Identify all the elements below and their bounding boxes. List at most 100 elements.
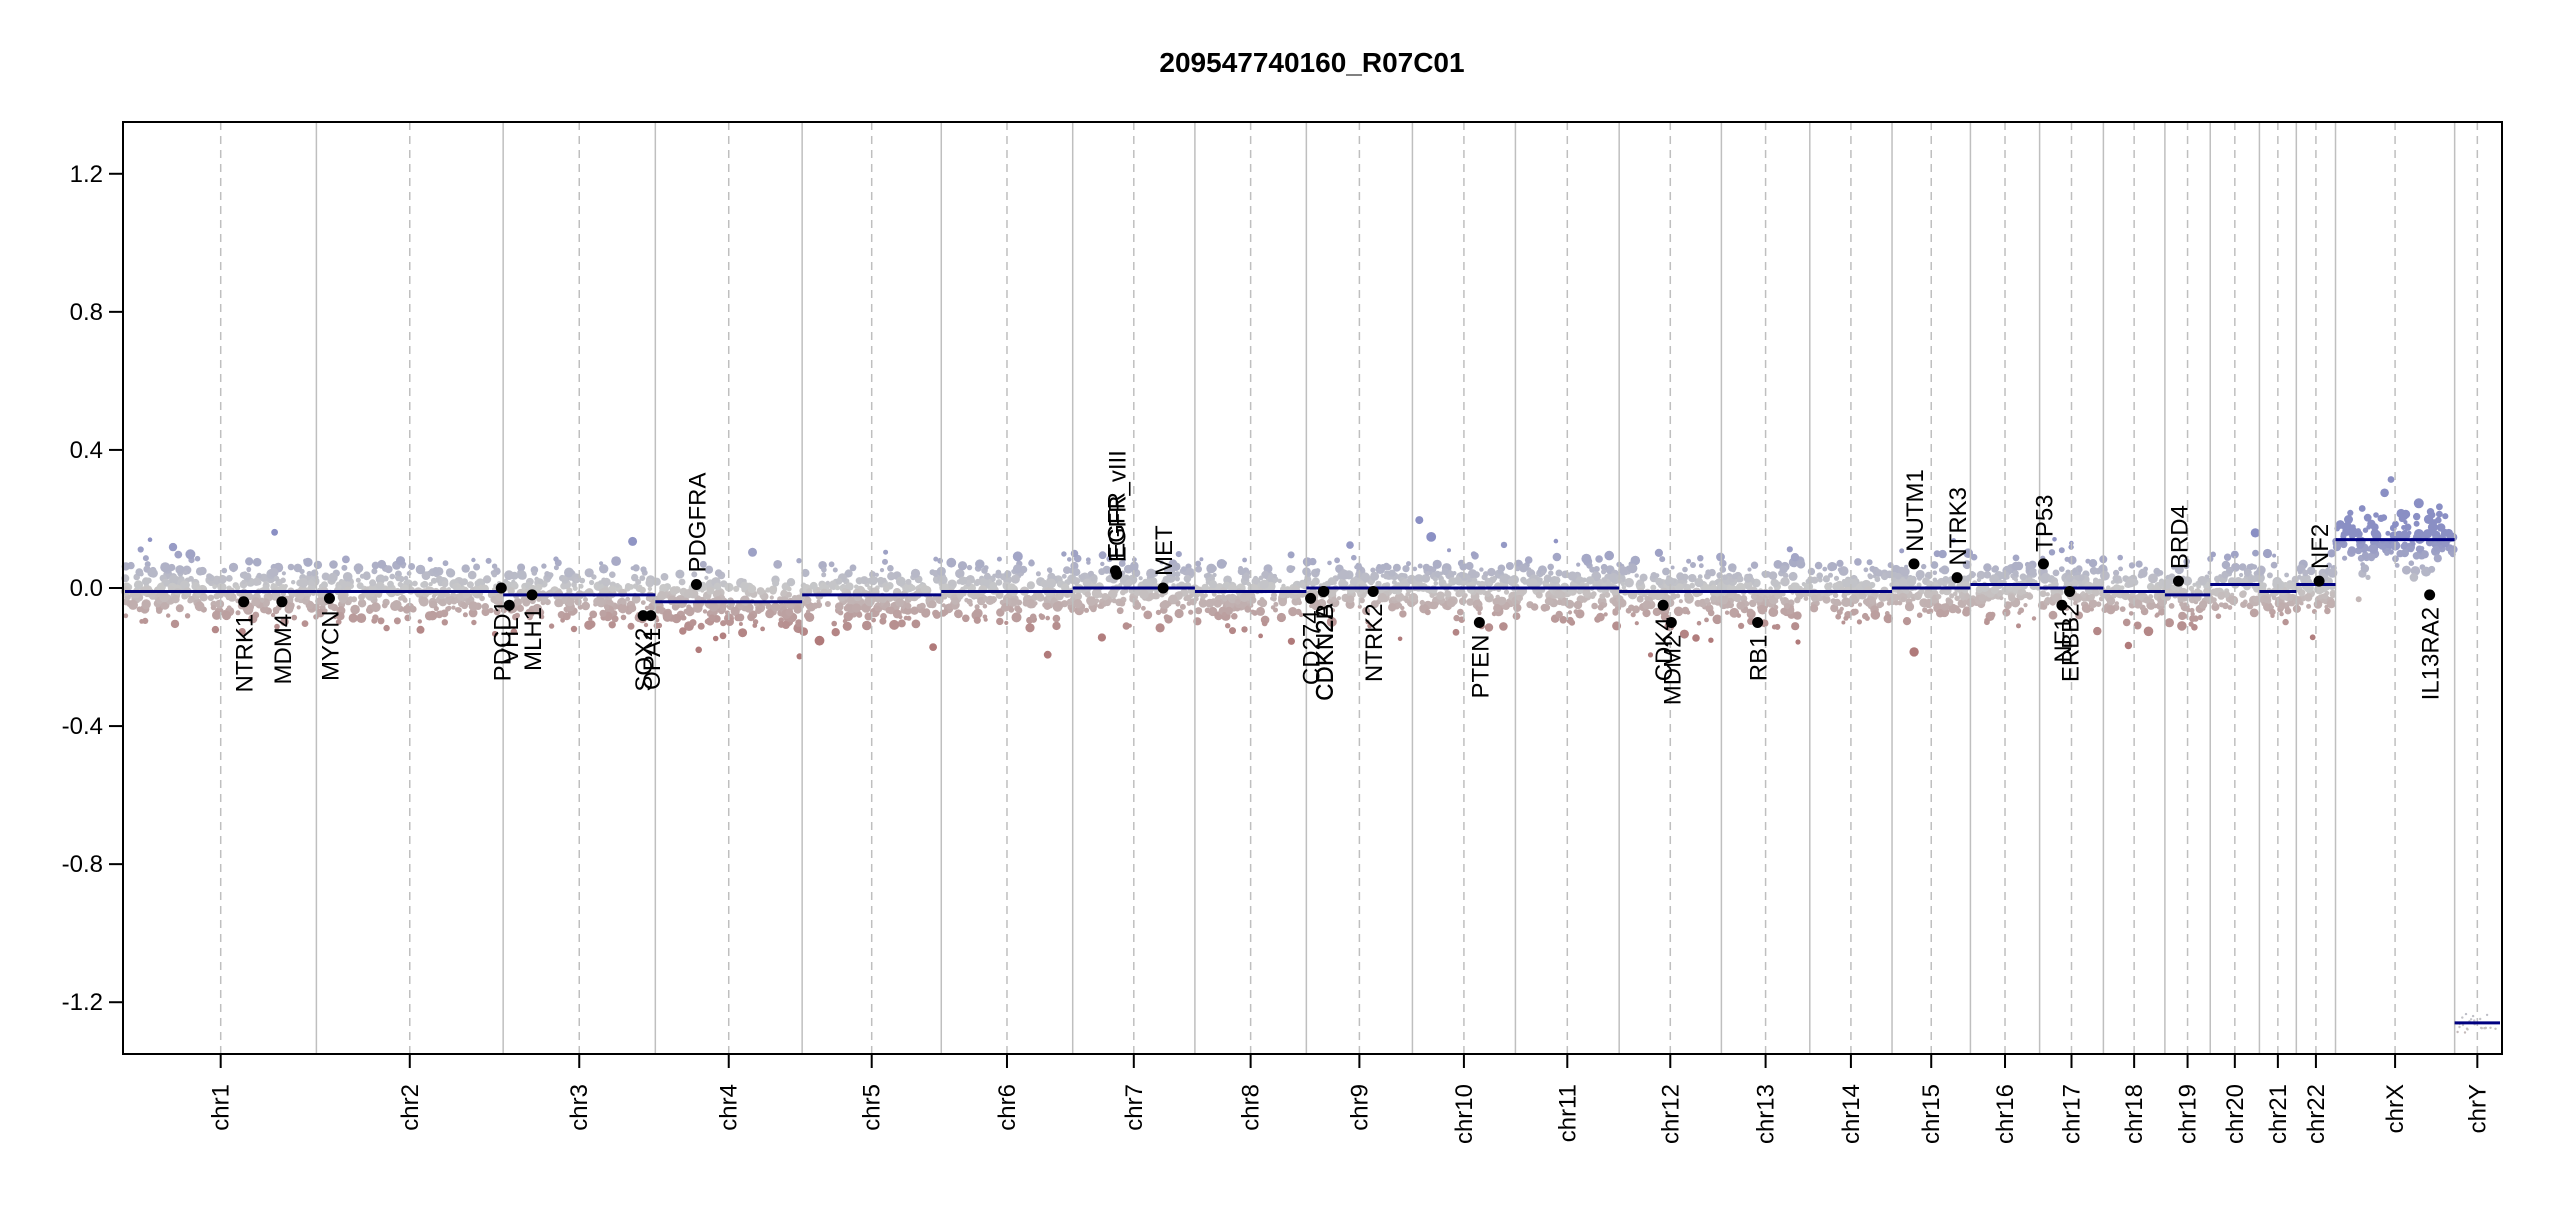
probe-point: [127, 561, 135, 570]
gene-point: [1657, 599, 1669, 611]
probe-point: [2082, 594, 2087, 599]
probe-point: [1039, 614, 1046, 620]
probe-point: [1477, 611, 1482, 616]
probe-point: [1634, 573, 1639, 578]
probe-point: [683, 608, 689, 615]
probe-point: [1828, 572, 1833, 578]
probe-point: [842, 621, 852, 631]
probe-point: [1339, 569, 1350, 580]
probe-point: [1261, 620, 1268, 627]
probe-point: [1618, 565, 1627, 575]
probe-point: [560, 617, 565, 623]
probe-point: [2284, 572, 2290, 578]
probe-point: [1547, 563, 1554, 571]
probe-point: [2088, 593, 2095, 601]
probe-point: [293, 563, 303, 573]
probe-point: [1544, 597, 1553, 606]
probe-point: [462, 612, 468, 618]
probe-point: [1198, 598, 1208, 608]
probe-point: [1810, 604, 1819, 613]
probe-point: [296, 605, 301, 610]
probe-point: [2164, 618, 2174, 628]
probe-point: [1852, 608, 1859, 615]
probe-point: [2407, 530, 2412, 536]
probe-point: [643, 622, 649, 628]
probe-point: [429, 601, 436, 609]
probe-point: [1463, 593, 1468, 598]
probe-point: [1144, 579, 1153, 588]
probe-point: [444, 596, 451, 604]
probe-point: [1676, 583, 1684, 592]
probe-point: [517, 563, 526, 572]
probe-point: [1279, 613, 1285, 620]
probe-point: [196, 585, 202, 591]
probe-point: [1334, 557, 1340, 564]
probe-point: [2135, 594, 2140, 599]
probe-point: [2016, 623, 2021, 629]
probe-point: [1392, 563, 1401, 572]
probe-point: [1408, 592, 1419, 603]
probe-point: [1624, 577, 1634, 588]
probe-point: [2244, 570, 2251, 577]
probe-point: [799, 627, 808, 636]
probe-point: [416, 625, 425, 634]
probe-point: [1930, 561, 1939, 569]
probe-point: [714, 569, 723, 577]
probe-point: [608, 586, 613, 591]
probe-point: [1046, 567, 1053, 573]
probe-point: [2194, 588, 2201, 595]
gene-point: [526, 589, 538, 601]
probe-point: [2026, 593, 2034, 600]
probe-point: [652, 577, 661, 586]
probe-point: [1682, 582, 1688, 587]
probe-point: [510, 628, 518, 635]
probe-point: [1380, 564, 1386, 570]
probe-point: [1694, 599, 1702, 607]
probe-point: [1898, 578, 1908, 588]
probe-point: [881, 577, 887, 583]
probe-point: [2022, 593, 2027, 599]
probe-point: [1515, 595, 1521, 600]
probe-point: [1524, 556, 1533, 564]
probe-point: [916, 603, 922, 610]
gene-label: PTEN: [1467, 635, 1494, 699]
probe-point: [1543, 604, 1551, 611]
probe-point: [1306, 576, 1312, 582]
probe-point: [831, 628, 840, 637]
probe-point: [1686, 610, 1691, 615]
probe-point: [992, 573, 997, 578]
probe-point: [403, 575, 409, 581]
probe-point: [599, 609, 607, 618]
probe-point: [2344, 515, 2353, 524]
probe-point: [806, 603, 813, 610]
probe-point: [1960, 581, 1971, 592]
probe-point: [1189, 568, 1194, 573]
probe-point: [387, 580, 394, 588]
probe-point: [430, 577, 438, 584]
probe-point: [2239, 590, 2247, 599]
probe-point: [412, 580, 418, 587]
gene-point: [323, 592, 335, 604]
probe-point: [2125, 578, 2136, 588]
probe-point: [1188, 609, 1194, 615]
probe-point: [1636, 595, 1644, 603]
probe-point: [185, 549, 196, 560]
probe-point: [1816, 572, 1823, 579]
probe-point: [868, 576, 878, 586]
probe-point: [2029, 568, 2037, 576]
probe-point: [1432, 601, 1439, 608]
probe-point: [851, 603, 862, 613]
gene-label: VHL: [497, 617, 524, 664]
probe-point: [1962, 608, 1971, 617]
probe-point: [2441, 531, 2447, 538]
probe-point: [929, 643, 937, 651]
probe-point: [491, 571, 498, 578]
probe-point: [1493, 604, 1502, 613]
probe-point: [353, 563, 364, 573]
gene-label: IL13RA2: [2418, 607, 2445, 700]
probe-point: [640, 600, 646, 605]
probe-point: [376, 581, 384, 590]
probe-point: [1926, 580, 1935, 589]
probe-point: [1503, 589, 1510, 595]
probe-point: [1938, 567, 1945, 573]
